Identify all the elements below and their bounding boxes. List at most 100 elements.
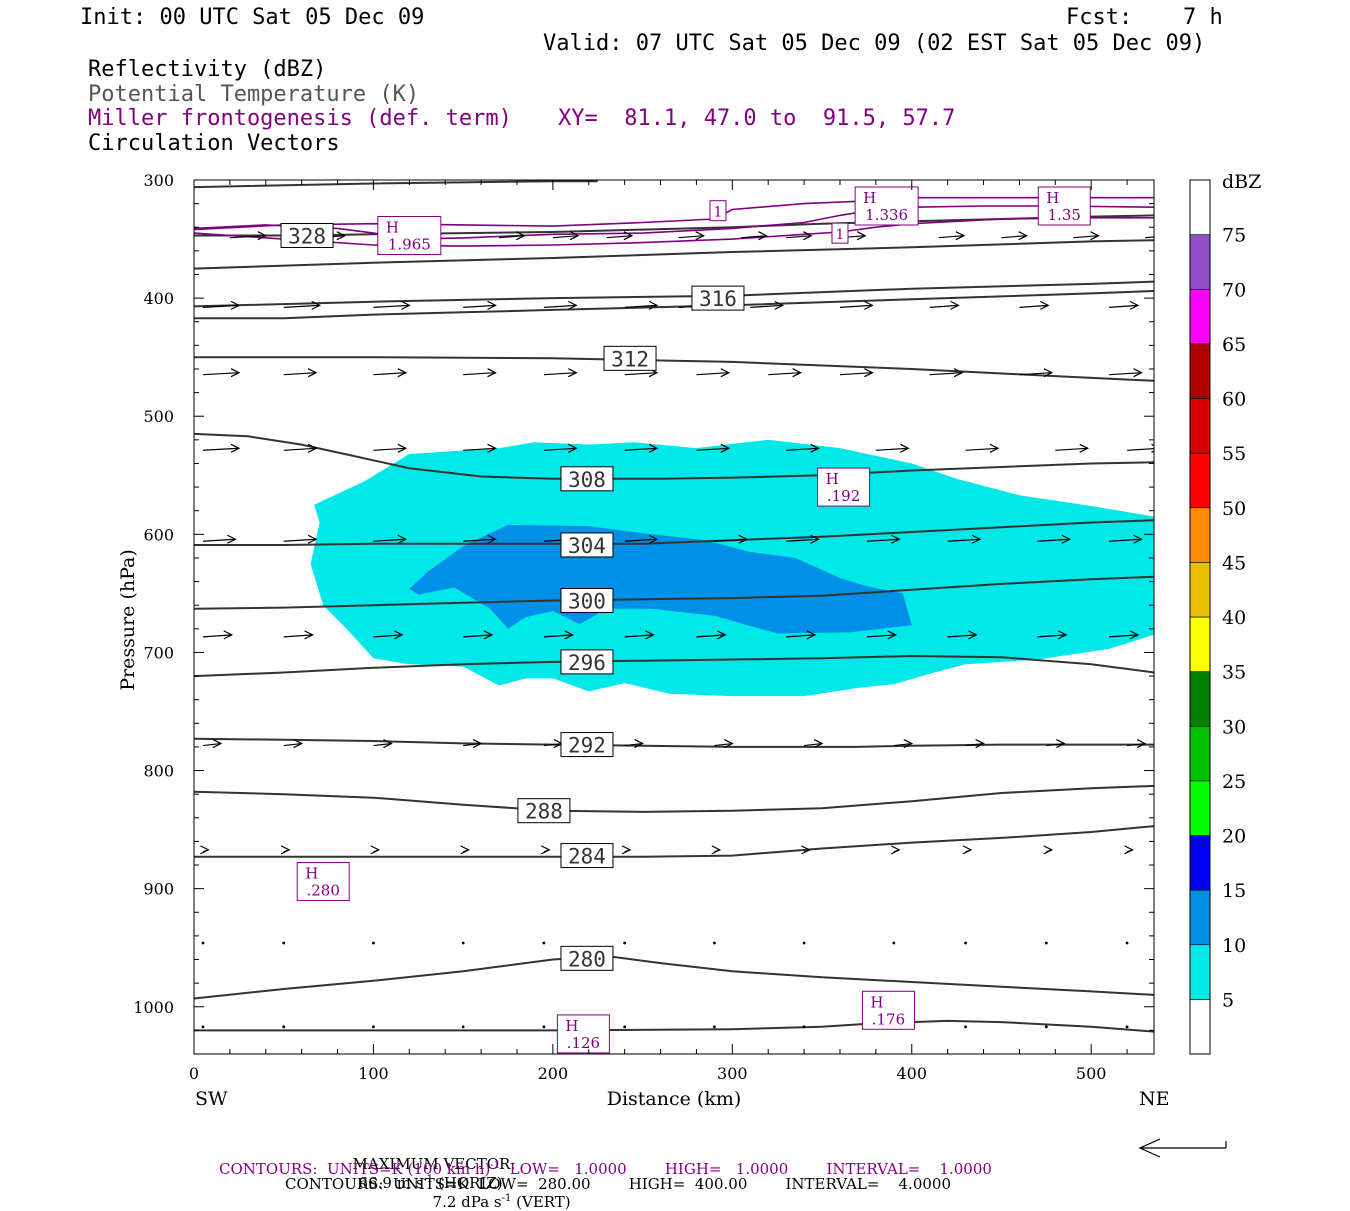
left-end-label: SW [195,1088,228,1110]
vector-head [1018,231,1029,241]
vector-shaft [624,372,658,376]
field-potential-temperature: Potential Temperature (K) [88,82,420,107]
circulation-vector [283,368,318,378]
vector-head [716,630,727,640]
vector-shaft [624,742,643,747]
vector-dot [461,941,465,945]
vector-shaft [741,235,767,239]
vector-shaft [463,304,496,308]
x-tick-label: 300 [717,1064,748,1083]
y-tick-label: 900 [143,880,174,899]
vector-head [810,443,820,453]
vector-head [810,534,820,544]
colorbar-segment [1189,999,1211,1055]
colorbar-segment [1189,562,1211,618]
circulation-vector [750,300,785,310]
vector-shaft [696,634,726,638]
theta-label-box [560,843,614,869]
colorbar-label: 45 [1222,552,1246,574]
circulation-vector [373,300,411,310]
vector-head [1056,739,1066,749]
vector-shaft [714,742,733,747]
vector-shaft [373,372,406,376]
vector-head [1133,368,1143,378]
x-tick-label: 200 [538,1064,569,1083]
circulation-vector [875,443,910,453]
vector-shaft [283,742,302,747]
vector-head [311,300,322,310]
forecast-label: Fcst: [1066,5,1133,30]
vector-dot [201,941,205,945]
vector-head [903,739,914,749]
colorbar-segment [1189,671,1211,727]
vector-head [230,443,241,453]
theta-label: 316 [699,287,737,311]
vector-dot [802,941,806,945]
vector-shaft [463,538,496,542]
vector-shaft [498,235,525,239]
max-vector-horizontal: 66.9 m s-1 (HORIZ) [358,1174,503,1192]
vector-head [304,630,314,640]
vector-head [887,630,898,640]
vector-shaft [1019,372,1052,376]
circulation-vector [696,368,731,378]
circulation-vector [543,368,578,378]
vector-head [803,231,813,241]
colorbar-segment [1189,179,1211,235]
circulation-vector [1124,845,1134,855]
circulation-vector [283,534,318,544]
vector-shaft [624,538,658,542]
vector-shaft [786,634,815,638]
x-tick-label: 400 [896,1064,927,1083]
circulation-vector [606,231,634,241]
vector-shaft [283,372,317,376]
vector-shaft [373,538,406,542]
vector-head [293,739,304,749]
vector-dot [802,1025,806,1029]
vector-shaft [839,304,873,308]
vector-dot [542,941,546,945]
circulation-vector [282,1025,286,1029]
circulation-vector [947,534,982,544]
colorbar-segment [1189,889,1211,946]
theta-label: 304 [568,534,606,558]
theta-label: 312 [611,347,649,371]
circulation-vector [1125,941,1129,945]
vector-head [962,845,973,855]
circulation-vector [1019,300,1050,310]
vector-head [370,845,381,855]
vector-head [1090,231,1100,241]
vector-shaft [624,634,654,638]
vector-head [900,443,910,453]
circulation-vector [786,630,817,640]
theta-contour [194,239,1154,270]
vector-shaft [543,742,562,747]
vector-shaft [229,235,266,239]
circulation-vector [714,739,734,749]
y-tick-label: 600 [143,525,174,544]
vector-shaft [373,634,403,638]
vector-shaft [1109,304,1138,308]
theta-label: 292 [568,734,606,758]
vector-head [401,300,411,310]
frontogenesis-max-value: 1.965 [388,236,431,254]
circulation-vector [712,1025,716,1029]
colorbar-segment [1189,507,1211,563]
circulation-vector [802,941,806,945]
circulation-vector [839,368,874,378]
vector-head [724,739,734,749]
circulation-vector [678,231,706,241]
vector-shaft [929,304,959,308]
vector-head [564,630,575,640]
vector-head [1079,443,1090,453]
x-axis-title: Distance (km) [607,1088,742,1110]
vector-head [891,534,901,544]
vector-shaft [283,447,317,451]
circulation-vector [1001,231,1029,241]
colorbar-label: 65 [1222,334,1246,356]
circulation-vector [283,630,314,640]
theta-label: 288 [525,800,563,824]
circulation-vector [866,534,901,544]
vector-shaft [543,634,573,638]
colorbar-label: 35 [1222,662,1246,684]
